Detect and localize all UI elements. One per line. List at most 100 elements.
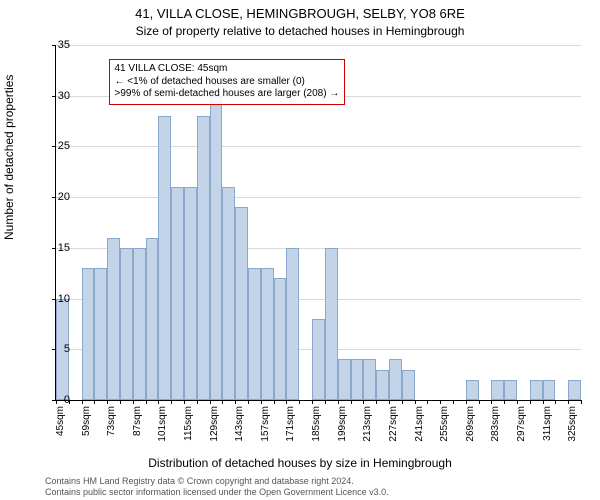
x-tick-label: 213sqm (362, 406, 373, 446)
histogram-bar (286, 248, 299, 400)
x-tick-label: 171sqm (285, 406, 296, 446)
x-tick-label: 185sqm (311, 406, 322, 446)
x-tick-mark (197, 400, 198, 404)
x-tick-mark (235, 400, 236, 404)
histogram-bar (133, 248, 146, 400)
histogram-bar (94, 268, 107, 400)
x-tick-mark (479, 400, 480, 404)
y-tick-label: 0 (50, 394, 70, 406)
x-tick-label: 59sqm (81, 406, 92, 446)
x-tick-mark (363, 400, 364, 404)
x-tick-mark (491, 400, 492, 404)
x-tick-mark (389, 400, 390, 404)
x-tick-mark (568, 400, 569, 404)
histogram-bar (210, 96, 223, 400)
x-tick-mark (325, 400, 326, 404)
x-tick-label: 87sqm (132, 406, 143, 446)
histogram-bar (82, 268, 95, 400)
x-tick-mark (351, 400, 352, 404)
x-tick-label: 73sqm (106, 406, 117, 446)
gridline (56, 146, 581, 147)
x-tick-mark (402, 400, 403, 404)
x-tick-label: 157sqm (260, 406, 271, 446)
x-tick-label: 115sqm (183, 406, 194, 446)
x-tick-label: 325sqm (567, 406, 578, 446)
histogram-bar (274, 278, 287, 400)
annotation-box: 41 VILLA CLOSE: 45sqm ← <1% of detached … (109, 59, 346, 105)
histogram-bar (325, 248, 338, 400)
x-tick-mark (107, 400, 108, 404)
x-tick-mark (210, 400, 211, 404)
x-tick-mark (530, 400, 531, 404)
x-tick-mark (466, 400, 467, 404)
histogram-bar (171, 187, 184, 400)
x-tick-mark (222, 400, 223, 404)
footer-line1: Contains HM Land Registry data © Crown c… (45, 476, 389, 487)
y-tick-label: 20 (50, 191, 70, 203)
x-tick-label: 129sqm (209, 406, 220, 446)
histogram-bar (312, 319, 325, 400)
x-tick-label: 269sqm (465, 406, 476, 446)
histogram-bar (184, 187, 197, 400)
histogram-bar (402, 370, 415, 400)
y-tick-label: 30 (50, 90, 70, 102)
footer-attribution: Contains HM Land Registry data © Crown c… (45, 476, 389, 498)
histogram-bar (376, 370, 389, 400)
histogram-bar (568, 380, 581, 400)
histogram-bar (530, 380, 543, 400)
chart-title-line2: Size of property relative to detached ho… (0, 24, 600, 38)
x-tick-label: 297sqm (516, 406, 527, 446)
annotation-line1: 41 VILLA CLOSE: 45sqm (115, 63, 340, 76)
x-tick-label: 101sqm (157, 406, 168, 446)
x-tick-mark (248, 400, 249, 404)
gridline (56, 197, 581, 198)
histogram-bar (363, 359, 376, 400)
x-tick-mark (274, 400, 275, 404)
histogram-bar (146, 238, 159, 400)
annotation-line3: >99% of semi-detached houses are larger … (115, 88, 340, 101)
footer-line2: Contains public sector information licen… (45, 487, 389, 498)
x-tick-label: 255sqm (439, 406, 450, 446)
x-tick-mark (581, 400, 582, 404)
x-tick-mark (440, 400, 441, 404)
x-tick-mark (299, 400, 300, 404)
y-axis-label: Number of detached properties (2, 75, 16, 240)
gridline (56, 45, 581, 46)
x-axis-label: Distribution of detached houses by size … (0, 456, 600, 470)
histogram-bar (107, 238, 120, 400)
histogram-bar (543, 380, 556, 400)
annotation-line2: ← <1% of detached houses are smaller (0) (115, 76, 340, 89)
x-tick-mark (133, 400, 134, 404)
x-tick-mark (94, 400, 95, 404)
x-tick-mark (171, 400, 172, 404)
x-tick-mark (158, 400, 159, 404)
y-tick-label: 15 (50, 242, 70, 254)
histogram-bar (504, 380, 517, 400)
histogram-bar (466, 380, 479, 400)
x-tick-label: 227sqm (388, 406, 399, 446)
x-tick-mark (286, 400, 287, 404)
x-tick-mark (312, 400, 313, 404)
histogram-bar (222, 187, 235, 400)
histogram-bar (261, 268, 274, 400)
x-tick-label: 241sqm (414, 406, 425, 446)
x-tick-mark (82, 400, 83, 404)
x-tick-mark (338, 400, 339, 404)
x-tick-label: 45sqm (55, 406, 66, 446)
histogram-bar (197, 116, 210, 400)
x-tick-mark (543, 400, 544, 404)
histogram-bar (351, 359, 364, 400)
histogram-bar (235, 207, 248, 400)
histogram-bar (120, 248, 133, 400)
x-tick-mark (504, 400, 505, 404)
x-tick-label: 199sqm (337, 406, 348, 446)
x-tick-mark (376, 400, 377, 404)
x-tick-mark (120, 400, 121, 404)
x-tick-label: 311sqm (542, 406, 553, 446)
chart-title-line1: 41, VILLA CLOSE, HEMINGBROUGH, SELBY, YO… (0, 6, 600, 21)
x-tick-label: 143sqm (234, 406, 245, 446)
y-tick-label: 5 (50, 343, 70, 355)
x-tick-mark (427, 400, 428, 404)
x-tick-mark (261, 400, 262, 404)
y-tick-label: 10 (50, 293, 70, 305)
